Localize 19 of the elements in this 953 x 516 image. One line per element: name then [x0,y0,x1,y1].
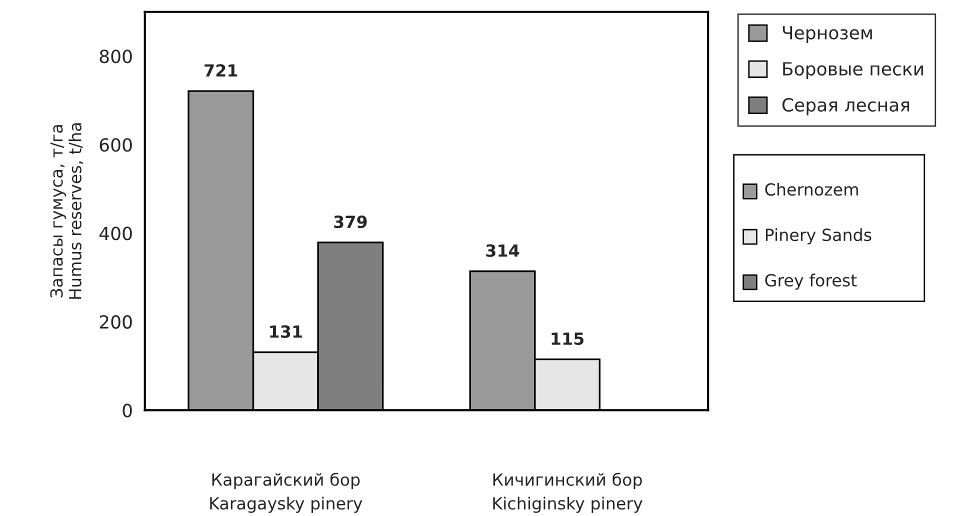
data-label: 379 [334,216,367,228]
y-tick-label: 200 [100,315,132,329]
legend-label: Боровые пески [783,62,923,80]
data-label: 131 [270,325,302,338]
legend-label: Чернозем [782,26,872,44]
y-tick-label: 400 [99,226,132,240]
text: Chernozem [765,182,858,196]
text: Grey forest [765,274,857,290]
y-tick-label: 0 [122,404,132,418]
y-tick-label: 800 [100,50,132,64]
text: Pinery Sands [766,228,872,244]
data-label: 115 [552,332,584,345]
legend-label: Серая лесная [782,98,910,116]
x-tick-label: Карагайский бор Karagaysky pinery [210,472,362,513]
y-tick-label: 600 [100,138,132,152]
data-label: 721 [204,64,238,77]
x-tick-label: Кичигинский бор Kichiginsky pinery [493,472,642,513]
y-axis-title: Запасы гумуса, т/га Humus reserves, t/ha [50,123,84,299]
data-label: 314 [486,244,520,257]
